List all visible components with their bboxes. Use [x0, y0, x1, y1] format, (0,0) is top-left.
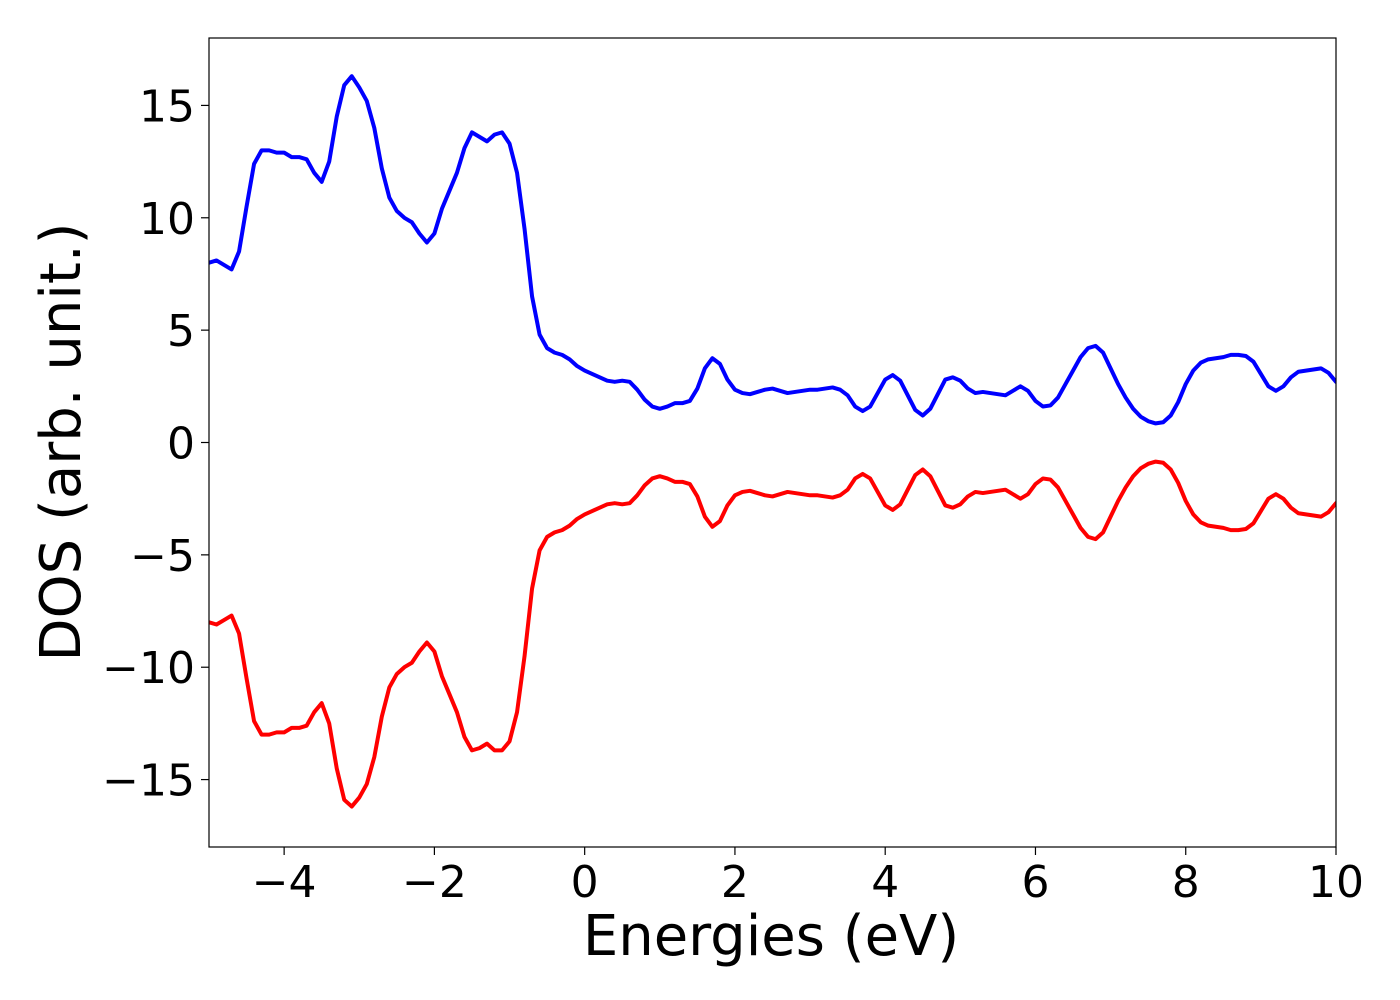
- y-tick-label: −15: [102, 756, 195, 807]
- x-tick-label: 10: [1308, 857, 1364, 908]
- y-tick-label: 15: [139, 81, 195, 132]
- plot-layer: [209, 74, 1336, 809]
- y-tick-label: 5: [167, 306, 195, 357]
- y-tick-label: −10: [102, 643, 195, 694]
- series-line-red: [209, 459, 1336, 809]
- y-axis-title: DOS (arb. unit.): [29, 222, 94, 661]
- plot-frame: [208, 37, 1337, 848]
- x-tick-label: 0: [571, 857, 599, 908]
- x-axis-title: Energies (eV): [583, 904, 959, 969]
- y-tick-label: 10: [139, 194, 195, 245]
- x-tick-label: 4: [871, 857, 899, 908]
- x-tick-label: 6: [1021, 857, 1049, 908]
- axes-layer: −4 −2 0 2 4 6 8 10 15 10 5 0 −5 −10 −15: [102, 37, 1364, 908]
- x-tick-label: −4: [252, 857, 317, 908]
- x-tick-label: −2: [402, 857, 467, 908]
- y-tick-label: −5: [130, 531, 195, 582]
- x-tick-label: 2: [721, 857, 749, 908]
- series-line-blue: [209, 74, 1336, 426]
- y-tick-label: 0: [167, 419, 195, 470]
- x-tick-label: 8: [1172, 857, 1200, 908]
